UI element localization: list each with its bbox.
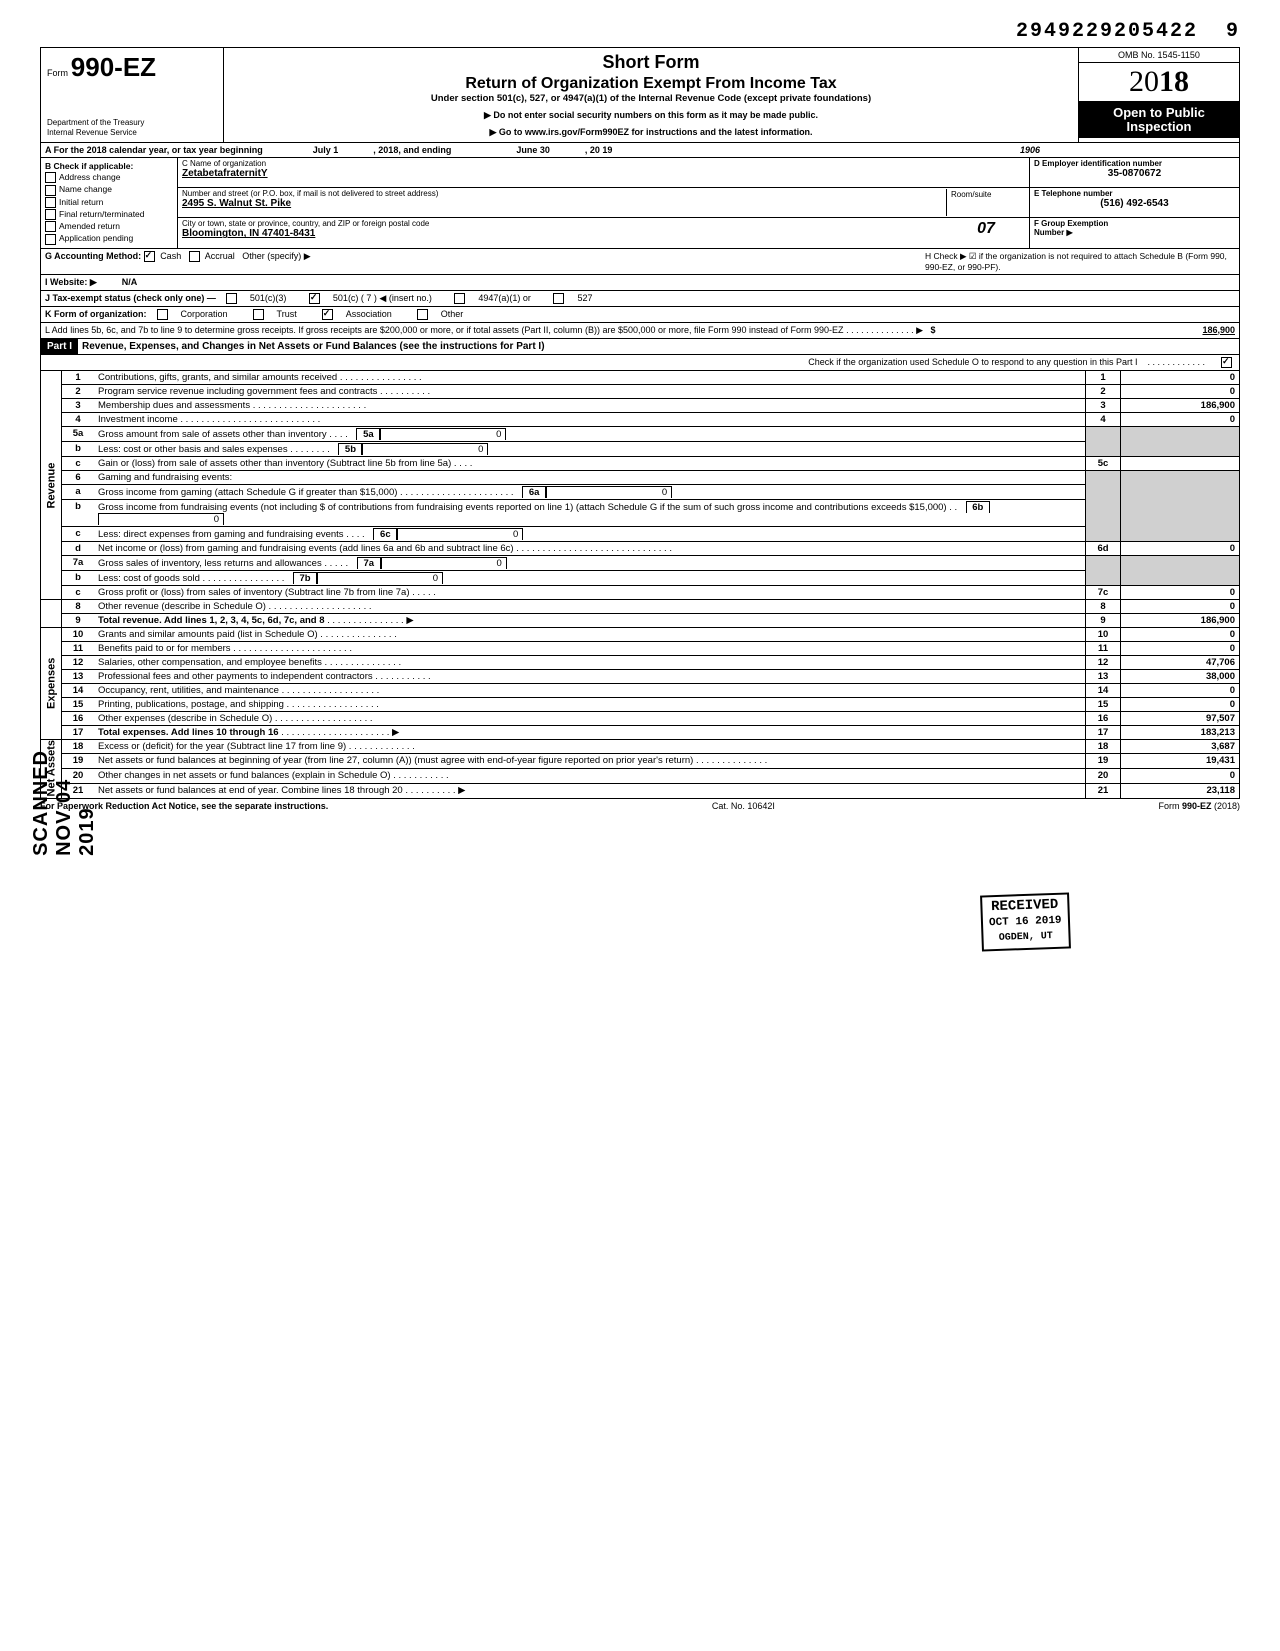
form-number: 990-EZ bbox=[71, 52, 156, 82]
dept-label: Department of the Treasury Internal Reve… bbox=[47, 118, 217, 138]
val-18: 3,687 bbox=[1121, 739, 1240, 754]
val-21: 23,118 bbox=[1121, 784, 1240, 799]
form-number-cell: Form 990-EZ Department of the Treasury I… bbox=[41, 48, 224, 142]
line-a-tax-year: A For the 2018 calendar year, or tax yea… bbox=[40, 143, 1240, 158]
org-city: Bloomington, IN 47401-8431 bbox=[182, 228, 947, 239]
val-8: 0 bbox=[1121, 599, 1240, 613]
checkbox-initial-return[interactable] bbox=[45, 197, 56, 208]
under-section: Under section 501(c), 527, or 4947(a)(1)… bbox=[230, 93, 1072, 104]
checkbox-trust[interactable] bbox=[253, 309, 264, 320]
part-1-title: Revenue, Expenses, and Changes in Net As… bbox=[78, 339, 1239, 354]
part-1-check-row: Check if the organization used Schedule … bbox=[40, 355, 1240, 371]
row-l: L Add lines 5b, 6c, and 7b to line 9 to … bbox=[40, 323, 1240, 339]
val-6b: 0 bbox=[98, 513, 224, 525]
short-form-label: Short Form bbox=[230, 52, 1072, 73]
val-12: 47,706 bbox=[1121, 655, 1240, 669]
instr-1: ▶ Do not enter social security numbers o… bbox=[230, 110, 1072, 121]
address-block: B Check if applicable: Address change Na… bbox=[40, 158, 1240, 249]
checkbox-cash[interactable] bbox=[144, 251, 155, 262]
expenses-label: Expenses bbox=[41, 627, 62, 739]
val-7a: 0 bbox=[381, 557, 507, 569]
row-g-h: G Accounting Method: Cash Accrual Other … bbox=[40, 249, 1240, 275]
val-3: 186,900 bbox=[1121, 398, 1240, 412]
org-name: ZetabetafraternitY bbox=[182, 168, 1025, 179]
val-20: 0 bbox=[1121, 769, 1240, 784]
instr-2: ▶ Go to www.irs.gov/Form990EZ for instru… bbox=[230, 127, 1072, 138]
checkbox-assoc[interactable] bbox=[322, 309, 333, 320]
row-i: I Website: ▶ N/A bbox=[40, 275, 1240, 291]
label-c-name: C Name of organization bbox=[182, 159, 1025, 168]
checkbox-501c[interactable] bbox=[309, 293, 320, 304]
revenue-label: Revenue bbox=[41, 371, 62, 600]
checkbox-other-org[interactable] bbox=[417, 309, 428, 320]
val-6c: 0 bbox=[397, 528, 523, 540]
checkbox-address-change[interactable] bbox=[45, 172, 56, 183]
val-10: 0 bbox=[1121, 627, 1240, 641]
checkbox-schedule-o[interactable] bbox=[1221, 357, 1232, 368]
checkbox-amended[interactable] bbox=[45, 221, 56, 232]
val-19: 19,431 bbox=[1121, 754, 1240, 769]
room-suite: Room/suite bbox=[946, 189, 1025, 216]
checkbox-final-return[interactable] bbox=[45, 209, 56, 220]
val-6a: 0 bbox=[546, 486, 672, 498]
return-title: Return of Organization Exempt From Incom… bbox=[230, 75, 1072, 93]
val-5a: 0 bbox=[380, 428, 506, 440]
footer: For Paperwork Reduction Act Notice, see … bbox=[40, 799, 1240, 811]
footer-cat: Cat. No. 10642I bbox=[712, 801, 775, 811]
hw-07: 07 bbox=[947, 219, 1025, 246]
hw-1906: 1906 bbox=[1020, 145, 1040, 155]
document-id: 2949229205422 9 bbox=[40, 20, 1240, 43]
checkbox-4947[interactable] bbox=[454, 293, 465, 304]
checkbox-501c3[interactable] bbox=[226, 293, 237, 304]
label-e-phone: E Telephone number bbox=[1034, 189, 1235, 198]
check-if-applicable: B Check if applicable: Address change Na… bbox=[41, 158, 178, 248]
label-f-group: F Group Exemption Number ▶ bbox=[1034, 219, 1235, 237]
checkbox-corp[interactable] bbox=[157, 309, 168, 320]
part-1-header-row: Part I Revenue, Expenses, and Changes in… bbox=[40, 339, 1240, 355]
net-assets-label: Net Assets bbox=[41, 739, 62, 798]
part-1-table: Revenue 1Contributions, gifts, grants, a… bbox=[40, 371, 1240, 799]
name-address-col: C Name of organization Zetabetafraternit… bbox=[178, 158, 1029, 248]
tax-year: 2018 bbox=[1079, 63, 1239, 102]
label-street: Number and street (or P.O. box, if mail … bbox=[182, 189, 946, 198]
val-1: 0 bbox=[1121, 371, 1240, 385]
val-14: 0 bbox=[1121, 683, 1240, 697]
open-inspection: Open to PublicInspection bbox=[1079, 102, 1239, 138]
form-prefix: Form bbox=[47, 68, 68, 78]
val-17: 183,213 bbox=[1121, 725, 1240, 739]
row-j: J Tax-exempt status (check only one) — 5… bbox=[40, 291, 1240, 307]
val-16: 97,507 bbox=[1121, 711, 1240, 725]
form-header: Form 990-EZ Department of the Treasury I… bbox=[40, 47, 1240, 143]
phone-value: (516) 492-6543 bbox=[1034, 198, 1235, 209]
line-l-value: 186,900 bbox=[1125, 325, 1235, 336]
org-street: 2495 S. Walnut St. Pike bbox=[182, 198, 946, 209]
val-13: 38,000 bbox=[1121, 669, 1240, 683]
right-header-cell: OMB No. 1545-1150 2018 Open to PublicIns… bbox=[1079, 48, 1239, 142]
omb-number: OMB No. 1545-1150 bbox=[1079, 48, 1239, 63]
val-7b: 0 bbox=[317, 572, 443, 584]
val-7c: 0 bbox=[1121, 585, 1240, 599]
checkbox-527[interactable] bbox=[553, 293, 564, 304]
checkbox-accrual[interactable] bbox=[189, 251, 200, 262]
received-stamp: RECEIVED OCT 16 2019 OGDEN, UT bbox=[980, 892, 1071, 951]
label-city: City or town, state or province, country… bbox=[182, 219, 947, 228]
row-k: K Form of organization: Corporation Trus… bbox=[40, 307, 1240, 323]
footer-right: Form 990-EZ (2018) bbox=[1158, 801, 1240, 811]
checkbox-application-pending[interactable] bbox=[45, 234, 56, 245]
ein-value: 35-0870672 bbox=[1034, 168, 1235, 179]
val-15: 0 bbox=[1121, 697, 1240, 711]
part-1-label: Part I bbox=[41, 339, 78, 354]
val-2: 0 bbox=[1121, 384, 1240, 398]
label-d-ein: D Employer identification number bbox=[1034, 159, 1235, 168]
val-11: 0 bbox=[1121, 641, 1240, 655]
val-6d: 0 bbox=[1121, 541, 1240, 555]
val-5c bbox=[1121, 456, 1240, 470]
id-col: D Employer identification number 35-0870… bbox=[1029, 158, 1239, 248]
val-4: 0 bbox=[1121, 412, 1240, 426]
title-cell: Short Form Return of Organization Exempt… bbox=[224, 48, 1079, 142]
val-5b: 0 bbox=[362, 443, 488, 455]
val-9: 186,900 bbox=[1121, 613, 1240, 627]
checkbox-name-change[interactable] bbox=[45, 185, 56, 196]
line-h: H Check ▶ ☑ if the organization is not r… bbox=[925, 251, 1235, 272]
